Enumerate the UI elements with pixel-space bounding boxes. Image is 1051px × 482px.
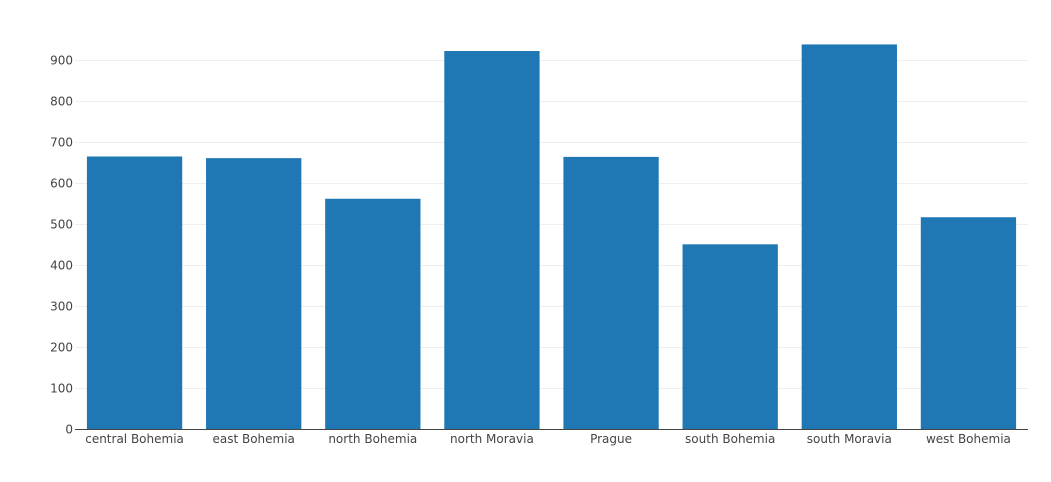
x-tick-label: Prague	[590, 432, 632, 446]
bar-north-moravia[interactable]	[444, 51, 540, 429]
y-tick-label: 200	[50, 341, 73, 355]
y-tick-label: 0	[65, 423, 73, 437]
bar-west-bohemia[interactable]	[920, 217, 1017, 429]
x-tick-label: central Bohemia	[85, 432, 184, 446]
bar-east-bohemia[interactable]	[206, 158, 302, 429]
bar-prague[interactable]	[563, 156, 659, 430]
y-tick-label: 800	[50, 95, 73, 109]
y-tick-label: 600	[50, 177, 73, 191]
y-tick-label: 400	[50, 259, 73, 273]
bar-south-bohemia[interactable]	[682, 244, 778, 429]
bar-south-moravia[interactable]	[801, 44, 897, 430]
y-tick-label: 700	[50, 136, 73, 150]
bar-central-bohemia[interactable]	[86, 156, 183, 429]
x-tick-label: south Bohemia	[685, 432, 775, 446]
y-tick-label: 500	[50, 218, 73, 232]
bar-north-bohemia[interactable]	[325, 198, 421, 429]
x-tick-label: east Bohemia	[212, 432, 294, 446]
y-tick-label: 900	[50, 54, 73, 68]
x-tick-label: north Moravia	[450, 432, 534, 446]
x-tick-label: west Bohemia	[926, 432, 1011, 446]
bars	[86, 44, 1017, 430]
x-axis-ticks: central Bohemia east Bohemia north Bohemia…	[85, 432, 1011, 446]
y-tick-label: 300	[50, 300, 73, 314]
x-tick-label: south Moravia	[807, 432, 892, 446]
x-tick-label: north Bohemia	[328, 432, 417, 446]
y-axis-ticks: 0 100 200 300 400 500 600 700 800 900	[50, 54, 73, 437]
y-tick-label: 100	[50, 382, 73, 396]
